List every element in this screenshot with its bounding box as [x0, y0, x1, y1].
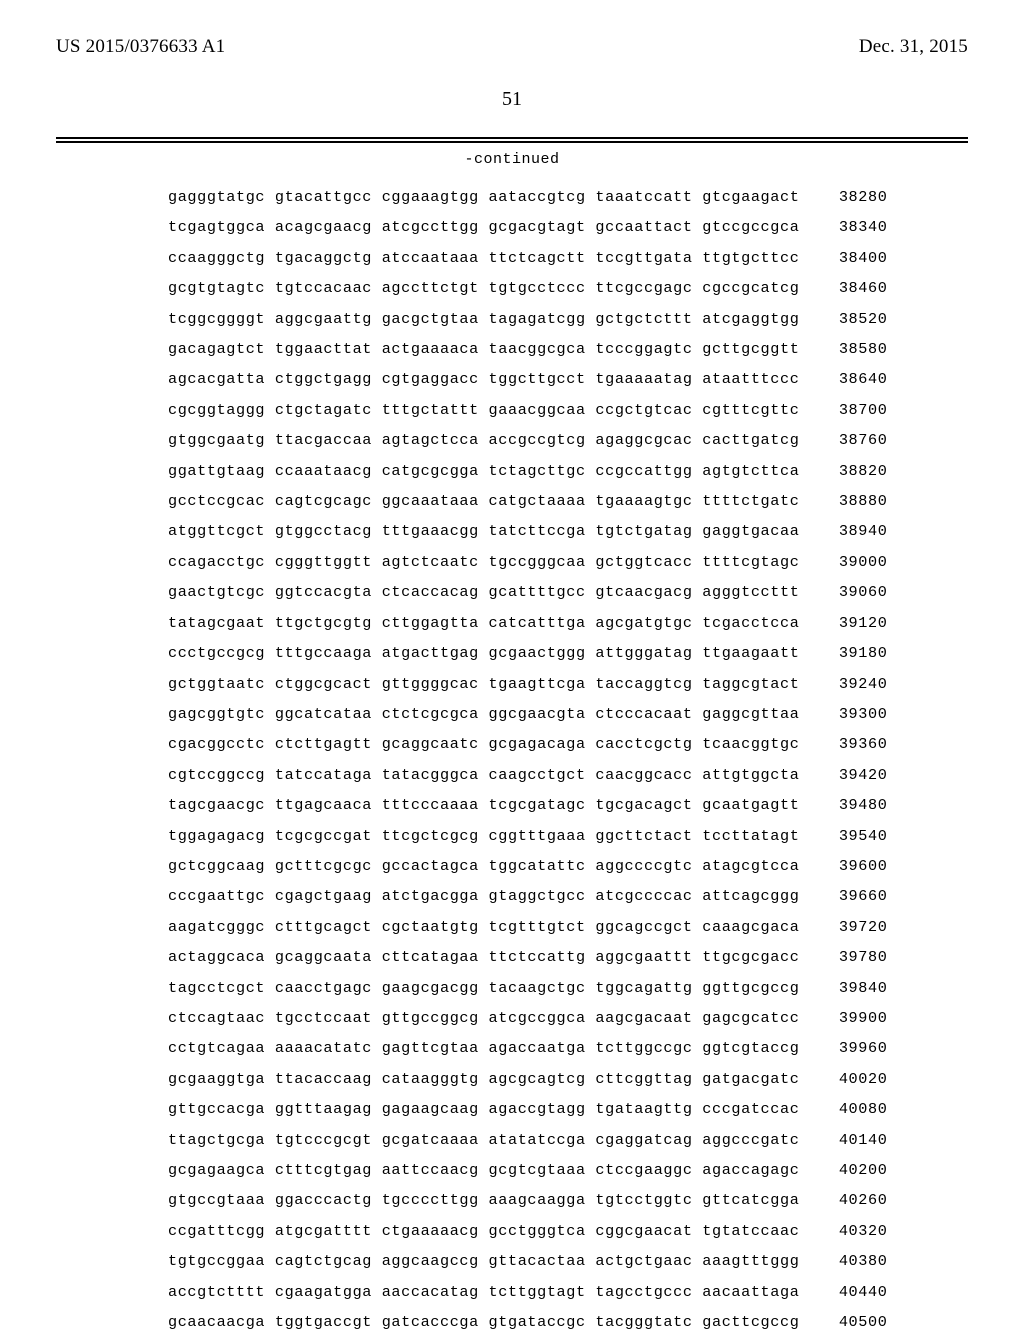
publication-number: US 2015/0376633 A1 [56, 36, 225, 58]
sequence-position: 40380 [813, 1246, 887, 1276]
sequence-row: agcacgatta ctggctgagg cgtgaggacc tggcttg… [168, 364, 968, 394]
sequence-row: ctccagtaac tgcctccaat gttgccggcg atcgccg… [168, 1003, 968, 1033]
sequence-row: gcgaaggtga ttacaccaag cataagggtg agcgcag… [168, 1064, 968, 1094]
sequence-row: gtgccgtaaa ggacccactg tgccccttgg aaagcaa… [168, 1185, 968, 1215]
sequence-position: 39960 [813, 1033, 887, 1063]
sequence-position: 39360 [813, 729, 887, 759]
sequence-row: gacagagtct tggaacttat actgaaaaca taacggc… [168, 334, 968, 364]
sequence-position: 38700 [813, 395, 887, 425]
sequence-position: 40320 [813, 1216, 887, 1246]
sequence-row: cgacggcctc ctcttgagtt gcaggcaatc gcgagac… [168, 729, 968, 759]
sequence-row: tggagagacg tcgcgccgat ttcgctcgcg cggtttg… [168, 821, 968, 851]
sequence-position: 39540 [813, 821, 887, 851]
sequence-position: 38280 [813, 182, 887, 212]
sequence-position: 39660 [813, 881, 887, 911]
sequence-position: 39120 [813, 608, 887, 638]
sequence-row: gcctccgcac cagtcgcagc ggcaaataaa catgcta… [168, 486, 968, 516]
sequence-position: 39600 [813, 851, 887, 881]
sequence-position: 38400 [813, 243, 887, 273]
sequence-row: gaactgtcgc ggtccacgta ctcaccacag gcatttt… [168, 577, 968, 607]
sequence-row: accgtctttt cgaagatgga aaccacatag tcttggt… [168, 1277, 968, 1307]
continued-label: -continued [56, 151, 968, 168]
sequence-position: 39300 [813, 699, 887, 729]
sequence-row: cccgaattgc cgagctgaag atctgacgga gtaggct… [168, 881, 968, 911]
page-header: US 2015/0376633 A1 Dec. 31, 2015 [56, 36, 968, 58]
sequence-row: cgcggtaggg ctgctagatc tttgctattt gaaacgg… [168, 395, 968, 425]
sequence-row: gttgccacga ggtttaagag gagaagcaag agaccgt… [168, 1094, 968, 1124]
sequence-row: ccagacctgc cgggttggtt agtctcaatc tgccggg… [168, 547, 968, 577]
sequence-row: gagcggtgtc ggcatcataa ctctcgcgca ggcgaac… [168, 699, 968, 729]
sequence-row: tcggcggggt aggcgaattg gacgctgtaa tagagat… [168, 304, 968, 334]
sequence-row: cctgtcagaa aaaacatatc gagttcgtaa agaccaa… [168, 1033, 968, 1063]
sequence-position: 38640 [813, 364, 887, 394]
sequence-row: gagggtatgc gtacattgcc cggaaagtgg aataccg… [168, 182, 968, 212]
sequence-position: 39180 [813, 638, 887, 668]
sequence-position: 39900 [813, 1003, 887, 1033]
sequence-position: 39420 [813, 760, 887, 790]
sequence-row: tagcgaacgc ttgagcaaca tttcccaaaa tcgcgat… [168, 790, 968, 820]
sequence-row: tagcctcgct caacctgagc gaagcgacgg tacaagc… [168, 973, 968, 1003]
sequence-position: 39480 [813, 790, 887, 820]
sequence-row: tcgagtggca acagcgaacg atcgccttgg gcgacgt… [168, 212, 968, 242]
sequence-row: ttagctgcga tgtcccgcgt gcgatcaaaa atatatc… [168, 1125, 968, 1155]
sequence-row: ccaagggctg tgacaggctg atccaataaa ttctcag… [168, 243, 968, 273]
sequence-row: cgtccggccg tatccataga tatacgggca caagcct… [168, 760, 968, 790]
sequence-row: gcaacaacga tggtgaccgt gatcacccga gtgatac… [168, 1307, 968, 1337]
sequence-position: 38940 [813, 516, 887, 546]
sequence-position: 39840 [813, 973, 887, 1003]
sequence-position: 40140 [813, 1125, 887, 1155]
sequence-row: ggattgtaag ccaaataacg catgcgcgga tctagct… [168, 456, 968, 486]
sequence-position: 39060 [813, 577, 887, 607]
page-number: 51 [56, 88, 968, 111]
sequence-position: 40260 [813, 1185, 887, 1215]
sequence-position: 40440 [813, 1277, 887, 1307]
sequence-row: tatagcgaat ttgctgcgtg cttggagtta catcatt… [168, 608, 968, 638]
sequence-row: gcgtgtagtc tgtccacaac agccttctgt tgtgcct… [168, 273, 968, 303]
sequence-position: 39720 [813, 912, 887, 942]
sequence-row: ccctgccgcg tttgccaaga atgacttgag gcgaact… [168, 638, 968, 668]
sequence-row: actaggcaca gcaggcaata cttcatagaa ttctcca… [168, 942, 968, 972]
sequence-position: 38340 [813, 212, 887, 242]
sequence-position: 40200 [813, 1155, 887, 1185]
top-rule-2 [56, 141, 968, 143]
sequence-position: 38520 [813, 304, 887, 334]
sequence-row: tgtgccggaa cagtctgcag aggcaagccg gttacac… [168, 1246, 968, 1276]
sequence-position: 38820 [813, 456, 887, 486]
sequence-position: 39240 [813, 669, 887, 699]
sequence-position: 38460 [813, 273, 887, 303]
sequence-position: 39000 [813, 547, 887, 577]
sequence-position: 38580 [813, 334, 887, 364]
sequence-position: 40500 [813, 1307, 887, 1337]
sequence-row: aagatcgggc ctttgcagct cgctaatgtg tcgtttg… [168, 912, 968, 942]
page: US 2015/0376633 A1 Dec. 31, 2015 51 -con… [0, 0, 1024, 1320]
sequence-row: atggttcgct gtggcctacg tttgaaacgg tatcttc… [168, 516, 968, 546]
sequence-row: gcgagaagca ctttcgtgag aattccaacg gcgtcgt… [168, 1155, 968, 1185]
sequence-listing: gagggtatgc gtacattgcc cggaaagtgg aataccg… [168, 182, 968, 1337]
sequence-row: ccgatttcgg atgcgatttt ctgaaaaacg gcctggg… [168, 1216, 968, 1246]
sequence-position: 39780 [813, 942, 887, 972]
sequence-position: 38880 [813, 486, 887, 516]
sequence-position: 38760 [813, 425, 887, 455]
sequence-row: gctggtaatc ctggcgcact gttggggcac tgaagtt… [168, 669, 968, 699]
sequence-position: 40080 [813, 1094, 887, 1124]
sequence-position: 40020 [813, 1064, 887, 1094]
sequence-row: gctcggcaag gctttcgcgc gccactagca tggcata… [168, 851, 968, 881]
publication-date: Dec. 31, 2015 [859, 36, 968, 58]
sequence-row: gtggcgaatg ttacgaccaa agtagctcca accgccg… [168, 425, 968, 455]
